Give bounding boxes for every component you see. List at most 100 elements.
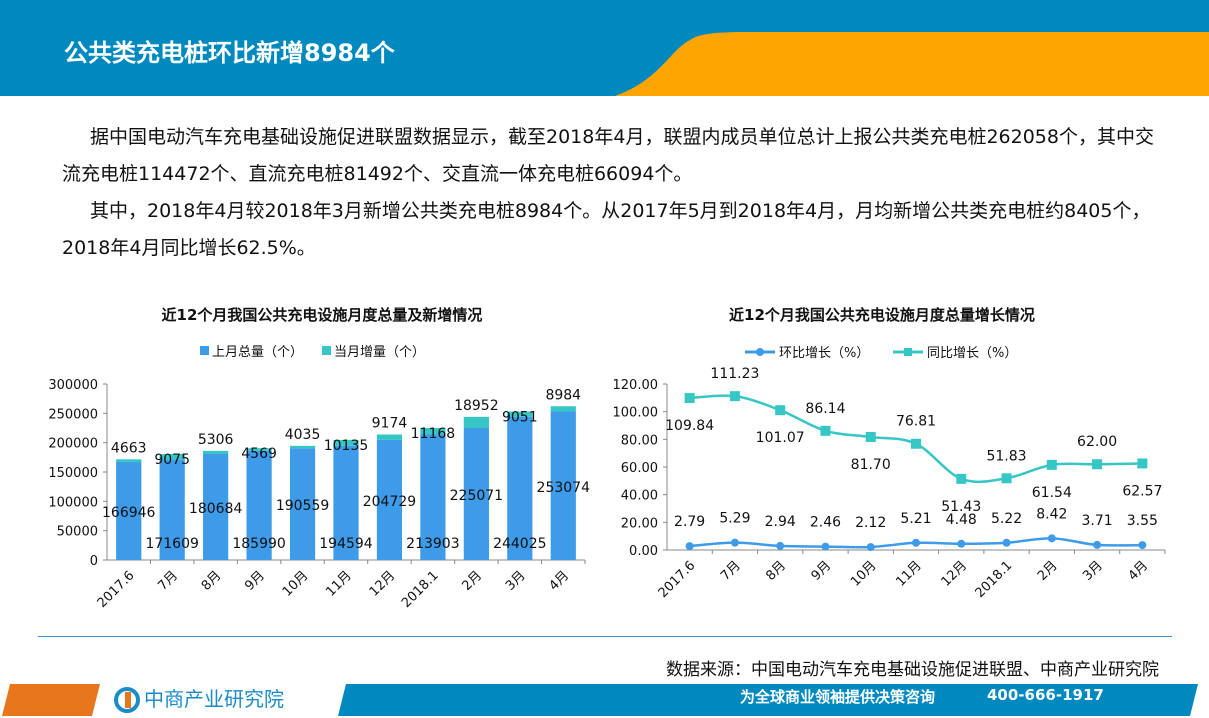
data-label-mom: 8.42 bbox=[1036, 506, 1067, 522]
footer-bar bbox=[2, 684, 1198, 716]
data-label-increment: 5306 bbox=[198, 432, 234, 448]
x-tick-label: 2018.1 bbox=[973, 558, 1016, 601]
bar-increment bbox=[507, 411, 533, 417]
bar-total bbox=[420, 434, 446, 560]
data-label-yoy: 109.84 bbox=[665, 418, 714, 434]
x-tick-label: 3月 bbox=[503, 568, 529, 594]
x-tick-label: 7月 bbox=[155, 568, 181, 594]
legend-label-yoy: 同比增长（%） bbox=[927, 346, 1017, 361]
data-label-mom: 2.12 bbox=[855, 515, 886, 531]
point-mom bbox=[1047, 534, 1056, 543]
data-label-total: 225071 bbox=[450, 488, 503, 504]
point-mom bbox=[1138, 541, 1147, 550]
point-yoy bbox=[820, 425, 831, 436]
data-label-total: 190559 bbox=[276, 498, 329, 514]
x-tick-label: 9月 bbox=[242, 568, 268, 594]
legend-label-increment: 当月增量（个） bbox=[334, 345, 425, 360]
y-tick-label: 100.00 bbox=[613, 406, 659, 421]
point-mom bbox=[730, 538, 739, 547]
x-tick-label: 11月 bbox=[893, 558, 924, 589]
page-title: 公共类充电桩环比新增8984个 bbox=[64, 39, 395, 67]
legend-swatch-total bbox=[200, 346, 209, 355]
bar-increment bbox=[333, 439, 359, 446]
data-label-mom: 2.46 bbox=[810, 515, 841, 531]
bar-increment bbox=[289, 445, 316, 449]
data-label-mom: 3.71 bbox=[1082, 513, 1113, 529]
data-label-total: 244025 bbox=[493, 536, 546, 552]
bar-increment bbox=[550, 406, 576, 412]
paragraph-1: 据中国电动汽车充电基础设施促进联盟数据显示，截至2018年4月，联盟内成员单位总… bbox=[62, 126, 1154, 185]
bar-increment bbox=[463, 416, 489, 428]
point-mom bbox=[1093, 540, 1102, 549]
data-label-total: 171609 bbox=[145, 536, 198, 552]
data-label-yoy: 61.54 bbox=[1032, 485, 1072, 501]
data-label-mom: 5.21 bbox=[900, 511, 931, 527]
x-tick-label: 7月 bbox=[718, 558, 744, 584]
data-label-yoy: 51.83 bbox=[986, 448, 1026, 464]
point-yoy bbox=[1001, 473, 1012, 484]
point-mom bbox=[912, 538, 920, 547]
x-tick-label: 8月 bbox=[763, 558, 789, 584]
y-tick-label: 200000 bbox=[48, 437, 98, 452]
y-tick-label: 20.00 bbox=[621, 516, 658, 531]
chart-title: 近12个月我国公共充电设施月度总量增长情况 bbox=[729, 306, 1035, 324]
data-label-increment: 9075 bbox=[154, 452, 190, 468]
data-label-yoy: 86.14 bbox=[805, 401, 845, 417]
legend-marker-yoy bbox=[904, 348, 912, 356]
point-yoy bbox=[1046, 459, 1057, 470]
data-label-increment: 10135 bbox=[324, 438, 369, 454]
y-tick-label: 0.00 bbox=[629, 544, 658, 559]
x-tick-label: 10月 bbox=[848, 558, 879, 589]
y-tick-label: 300000 bbox=[48, 378, 98, 393]
point-mom bbox=[1002, 538, 1011, 547]
data-label-yoy: 76.81 bbox=[896, 414, 936, 430]
x-tick-label: 2月 bbox=[460, 568, 486, 594]
point-yoy bbox=[1137, 458, 1148, 469]
data-label-increment: 9051 bbox=[502, 410, 538, 426]
data-label-yoy: 62.57 bbox=[1122, 483, 1162, 499]
header-banner bbox=[0, 0, 1209, 96]
x-tick-label: 2018.1 bbox=[399, 568, 442, 611]
bar-total bbox=[507, 416, 533, 560]
y-tick-label: 150000 bbox=[48, 466, 98, 481]
data-label-increment: 18952 bbox=[454, 398, 499, 414]
point-mom bbox=[821, 542, 830, 551]
bar-total bbox=[203, 453, 229, 560]
data-label-increment: 11168 bbox=[411, 426, 456, 442]
data-label-yoy: 101.07 bbox=[756, 430, 805, 446]
y-tick-label: 80.00 bbox=[621, 433, 658, 448]
data-label-mom: 5.29 bbox=[719, 511, 750, 527]
bar-increment bbox=[116, 459, 142, 463]
point-yoy bbox=[865, 431, 876, 442]
legend-label-mom: 环比增长（%） bbox=[779, 346, 869, 361]
point-yoy bbox=[1092, 459, 1103, 470]
data-label-mom: 5.22 bbox=[991, 511, 1022, 527]
point-yoy bbox=[911, 438, 921, 449]
legend-marker-mom bbox=[756, 348, 764, 356]
data-label-total: 213903 bbox=[406, 536, 459, 552]
y-tick-label: 50000 bbox=[57, 525, 98, 540]
data-label-yoy: 81.70 bbox=[851, 457, 891, 473]
footer-slogan: 为全球商业领袖提供决策咨询 bbox=[740, 688, 936, 706]
y-tick-label: 60.00 bbox=[621, 461, 658, 476]
data-label-total: 194594 bbox=[319, 536, 373, 552]
x-tick-label: 10月 bbox=[280, 568, 311, 599]
bar-total bbox=[246, 450, 272, 560]
point-mom bbox=[866, 543, 875, 552]
data-label-increment: 8984 bbox=[545, 387, 581, 403]
x-tick-label: 4月 bbox=[1126, 558, 1152, 584]
bar-increment bbox=[246, 448, 272, 451]
point-yoy bbox=[775, 405, 786, 416]
data-label-mom: 2.94 bbox=[765, 514, 796, 530]
point-mom bbox=[957, 539, 966, 548]
x-tick-label: 2月 bbox=[1035, 558, 1061, 584]
paragraph-2: 其中，2018年4月较2018年3月新增公共类充电桩8984个。从2017年5月… bbox=[62, 200, 1151, 259]
divider bbox=[38, 636, 1172, 637]
y-tick-label: 0 bbox=[90, 554, 98, 569]
data-label-total: 253074 bbox=[537, 480, 591, 496]
data-label-total: 166946 bbox=[102, 505, 156, 521]
point-mom bbox=[685, 542, 694, 551]
y-tick-label: 120.00 bbox=[613, 378, 659, 393]
bar-total bbox=[116, 462, 142, 560]
x-tick-label: 12月 bbox=[367, 568, 398, 599]
